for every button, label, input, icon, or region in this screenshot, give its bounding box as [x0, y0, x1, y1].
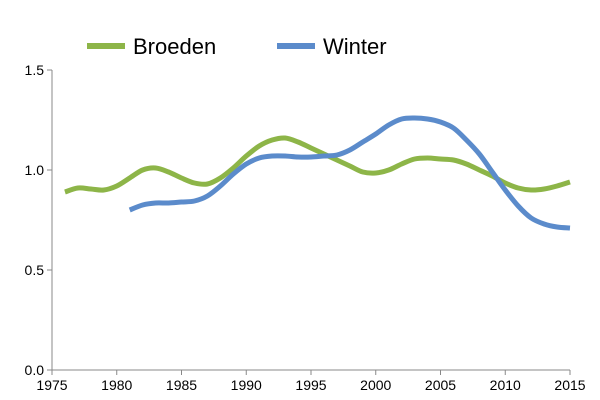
x-tick-label: 2010: [490, 377, 521, 393]
x-ticks: 1975 1980 1985 1990 1995 2000 2005 2010 2015: [36, 370, 586, 393]
y-tick-label: 1.5: [25, 62, 45, 78]
legend-label-winter: Winter: [323, 34, 387, 59]
x-tick-label: 2000: [360, 377, 391, 393]
x-tick-label: 1985: [166, 377, 197, 393]
x-tick-label: 1990: [231, 377, 262, 393]
axes: [51, 70, 570, 371]
y-tick-label: 0.0: [25, 362, 45, 378]
y-tick-label: 0.5: [25, 262, 45, 278]
x-tick-label: 2015: [554, 377, 585, 393]
x-tick-label: 1980: [101, 377, 132, 393]
series-lines: [64, 115, 571, 231]
series-line-winter: [128, 115, 571, 231]
legend: Broeden Winter: [87, 34, 387, 59]
x-tick-label: 1995: [295, 377, 326, 393]
x-tick-label: 2005: [425, 377, 456, 393]
legend-label-broeden: Broeden: [133, 34, 216, 59]
series-line-broeden: [64, 135, 571, 195]
x-tick-label: 1975: [36, 377, 67, 393]
y-tick-label: 1.0: [25, 162, 45, 178]
y-ticks: 0.0 0.5 1.0 1.5: [25, 62, 52, 378]
